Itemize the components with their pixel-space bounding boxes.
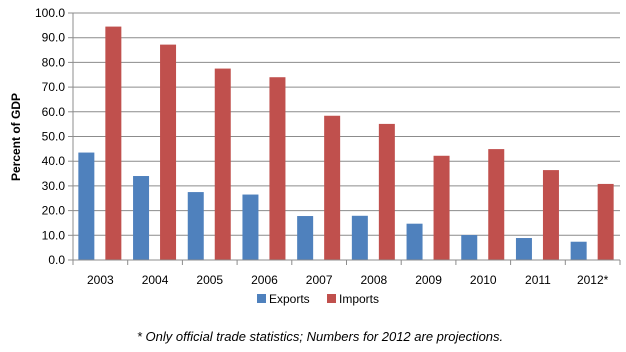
bar-exports-2012* xyxy=(570,241,587,260)
legend-swatch-imports xyxy=(327,294,336,303)
y-tick-label: 20.0 xyxy=(42,204,66,218)
y-tick-label: 40.0 xyxy=(42,154,66,168)
bar-exports-2005 xyxy=(187,192,204,260)
legend: Exports Imports xyxy=(257,292,379,306)
bar-exports-2009 xyxy=(406,223,423,260)
y-tick-label: 10.0 xyxy=(42,228,66,242)
x-tick-label: 2007 xyxy=(306,273,333,287)
x-tick-label: 2003 xyxy=(87,273,114,287)
bar-imports-2008 xyxy=(378,123,395,260)
y-tick-label: 50.0 xyxy=(42,130,66,144)
bar-imports-2011 xyxy=(542,170,559,260)
bars xyxy=(78,26,614,261)
x-tick-label: 2012* xyxy=(577,273,609,287)
y-tick-label: 70.0 xyxy=(42,80,66,94)
legend-swatch-exports xyxy=(257,294,266,303)
bar-imports-2003 xyxy=(105,26,122,261)
x-tick-label: 2009 xyxy=(415,273,442,287)
y-axis-label: Percent of GDP xyxy=(9,93,23,181)
x-tick-label: 2008 xyxy=(360,273,387,287)
y-tick-label: 100.0 xyxy=(35,6,65,20)
axes xyxy=(68,12,621,265)
x-tick-labels: 2003 2004 2005 2006 2007 2008 2009 2010 2011 2012… xyxy=(87,273,609,287)
x-tick-label: 2004 xyxy=(142,273,169,287)
bar-exports-2011 xyxy=(515,238,532,260)
x-tick-label: 2011 xyxy=(525,273,551,287)
bar-imports-2005 xyxy=(214,68,231,260)
legend-label-imports: Imports xyxy=(339,292,379,306)
footnote: * Only official trade statistics; Number… xyxy=(137,329,503,344)
bar-exports-2010 xyxy=(461,235,478,260)
bar-exports-2006 xyxy=(242,194,259,260)
bar-imports-2007 xyxy=(324,115,341,260)
x-tick-label: 2006 xyxy=(251,273,278,287)
y-tick-labels: 0.0 10.0 20.0 30.0 40.0 50.0 60.0 70.0 80.0 90.0 1… xyxy=(35,6,65,267)
y-tick-label: 60.0 xyxy=(42,105,66,119)
bar-exports-2008 xyxy=(351,215,368,260)
x-tick-label: 2005 xyxy=(196,273,223,287)
legend-label-exports: Exports xyxy=(269,292,310,306)
bar-imports-2004 xyxy=(160,44,177,261)
bar-exports-2004 xyxy=(133,176,150,260)
bar-imports-2006 xyxy=(269,77,286,260)
bar-imports-2010 xyxy=(488,149,505,260)
y-tick-label: 30.0 xyxy=(42,179,66,193)
y-tick-label: 80.0 xyxy=(42,55,66,69)
bar-exports-2003 xyxy=(78,152,95,260)
bar-imports-2009 xyxy=(433,155,450,260)
bar-exports-2007 xyxy=(297,216,314,260)
bar-imports-2012* xyxy=(597,183,614,260)
y-tick-label: 0.0 xyxy=(48,253,65,267)
y-tick-label: 90.0 xyxy=(42,31,66,45)
gridlines xyxy=(73,12,620,236)
x-tick-label: 2010 xyxy=(470,273,497,287)
